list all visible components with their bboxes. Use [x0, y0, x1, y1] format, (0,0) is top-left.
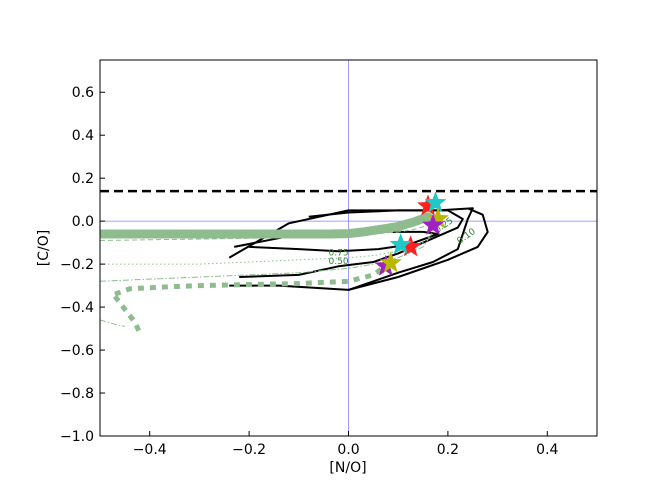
contour-label-0: 0.75	[329, 249, 349, 259]
contour-line-1	[228, 209, 464, 278]
star-marker-1	[424, 191, 447, 213]
star-marker-5	[389, 233, 412, 255]
model-track-0	[100, 212, 433, 239]
markers	[374, 191, 450, 276]
y-axis-label: [C/O]	[36, 230, 52, 266]
x-tick-label: 0.2	[437, 442, 459, 458]
star-marker-3	[421, 213, 445, 235]
y-tick-label: 0.0	[72, 214, 94, 230]
y-tick-label: −0.4	[60, 300, 94, 316]
contour-line-3	[348, 207, 489, 291]
star-marker-7	[379, 251, 402, 273]
y-tick-label: −0.6	[60, 343, 94, 359]
model-tracks	[100, 212, 434, 334]
x-tick-label: 0.0	[337, 442, 359, 458]
y-tick-label: 0.4	[72, 128, 94, 144]
y-tick-label: −0.2	[60, 257, 94, 273]
y-axis-ticks: −1.0 −0.8 −0.6 −0.4 −0.2 0.0 0.2 0.4 0.6	[60, 85, 105, 445]
y-tick-label: 0.2	[72, 171, 94, 187]
y-tick-label: −1.0	[60, 429, 94, 445]
x-tick-label: −0.2	[232, 442, 266, 458]
y-tick-label: 0.6	[72, 85, 94, 101]
reference-lines	[100, 60, 597, 436]
x-axis-label: [N/O]	[329, 460, 366, 476]
model-track-4	[114, 262, 390, 297]
x-tick-label: −0.4	[133, 442, 167, 458]
model-track-5	[112, 294, 143, 334]
x-axis-ticks: −0.4 −0.2 0.0 0.2 0.4	[133, 431, 559, 458]
model-track-3	[100, 231, 434, 282]
contour-label-1: 0.50	[329, 257, 349, 267]
model-track-1	[100, 224, 429, 241]
y-tick-label: −0.8	[60, 386, 94, 402]
contour-label-3: 0.10	[456, 227, 478, 247]
x-tick-label: 0.4	[536, 442, 558, 458]
model-track-6	[100, 319, 125, 327]
